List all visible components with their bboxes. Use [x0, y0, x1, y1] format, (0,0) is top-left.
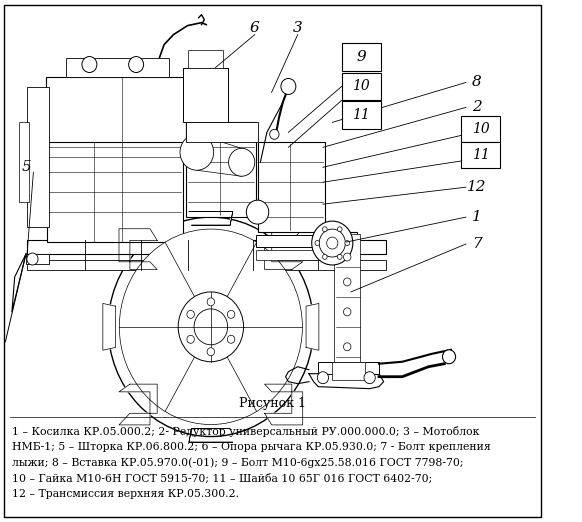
- Circle shape: [180, 134, 214, 170]
- Polygon shape: [189, 211, 233, 225]
- Polygon shape: [119, 384, 157, 425]
- Circle shape: [187, 335, 194, 343]
- FancyBboxPatch shape: [255, 235, 331, 247]
- Circle shape: [322, 227, 327, 232]
- Circle shape: [338, 254, 342, 259]
- Circle shape: [327, 237, 338, 249]
- Circle shape: [343, 278, 351, 286]
- Text: 9: 9: [356, 50, 366, 64]
- FancyBboxPatch shape: [255, 250, 331, 260]
- Circle shape: [312, 221, 353, 265]
- Circle shape: [187, 311, 194, 318]
- Text: 12 – Трансмиссия верхняя КР.05.300.2.: 12 – Трансмиссия верхняя КР.05.300.2.: [12, 490, 239, 500]
- Polygon shape: [265, 384, 303, 425]
- Circle shape: [207, 348, 215, 356]
- Circle shape: [194, 309, 228, 345]
- Text: 10: 10: [352, 79, 370, 93]
- Circle shape: [343, 308, 351, 316]
- Circle shape: [119, 229, 303, 424]
- Circle shape: [281, 78, 296, 94]
- Polygon shape: [306, 303, 319, 350]
- FancyBboxPatch shape: [318, 362, 379, 374]
- Circle shape: [229, 148, 255, 176]
- FancyBboxPatch shape: [461, 143, 501, 168]
- Circle shape: [317, 372, 329, 384]
- Text: 1 – Косилка КР.05.000.2; 2- Редуктор универсальный РУ.000.000.0; 3 – Мотоблок: 1 – Косилка КР.05.000.2; 2- Редуктор уни…: [12, 425, 480, 436]
- Circle shape: [82, 56, 97, 73]
- Circle shape: [343, 253, 351, 261]
- Text: лыжи; 8 – Вставка КР.05.970.0(-01); 9 – Болт M10-6gx25.58.016 ГОСТ 7798-70;: лыжи; 8 – Вставка КР.05.970.0(-01); 9 – …: [12, 457, 463, 468]
- Text: 7: 7: [472, 237, 482, 251]
- Circle shape: [442, 350, 456, 364]
- Polygon shape: [119, 229, 157, 269]
- Text: 8: 8: [472, 76, 482, 89]
- Circle shape: [178, 292, 243, 362]
- FancyBboxPatch shape: [27, 260, 386, 270]
- FancyBboxPatch shape: [27, 88, 49, 227]
- FancyBboxPatch shape: [186, 122, 255, 217]
- Polygon shape: [189, 429, 233, 442]
- Circle shape: [129, 56, 144, 73]
- Circle shape: [345, 241, 350, 245]
- Circle shape: [246, 200, 269, 224]
- Circle shape: [207, 298, 215, 306]
- FancyBboxPatch shape: [47, 92, 183, 242]
- Text: НМБ-1; 5 – Шторка КР.06.800.2; 6 – Опора рычага КР.05.930.0; 7 - Болт крепления: НМБ-1; 5 – Шторка КР.06.800.2; 6 – Опора…: [12, 442, 491, 452]
- FancyBboxPatch shape: [27, 240, 386, 254]
- Circle shape: [343, 343, 351, 351]
- FancyBboxPatch shape: [342, 73, 381, 100]
- Text: 3: 3: [293, 21, 303, 34]
- FancyBboxPatch shape: [332, 362, 365, 379]
- Text: 11: 11: [472, 148, 489, 162]
- Text: 10 – Гайка M10-6Н ГОСТ 5915-70; 11 – Шайба 10 65Г 016 ГОСТ 6402-70;: 10 – Гайка M10-6Н ГОСТ 5915-70; 11 – Шай…: [12, 473, 432, 483]
- Circle shape: [269, 129, 279, 139]
- FancyBboxPatch shape: [45, 77, 186, 143]
- FancyBboxPatch shape: [337, 232, 357, 377]
- Circle shape: [315, 241, 320, 245]
- FancyBboxPatch shape: [258, 143, 325, 232]
- Circle shape: [228, 335, 235, 343]
- FancyBboxPatch shape: [183, 67, 228, 122]
- Circle shape: [319, 229, 345, 257]
- FancyBboxPatch shape: [187, 50, 223, 67]
- Circle shape: [322, 254, 327, 259]
- Text: 11: 11: [352, 109, 370, 122]
- Circle shape: [108, 217, 314, 436]
- Circle shape: [364, 372, 375, 384]
- FancyBboxPatch shape: [334, 234, 360, 374]
- Text: 2: 2: [472, 100, 482, 114]
- Text: 6: 6: [250, 21, 260, 34]
- Polygon shape: [103, 303, 116, 350]
- Polygon shape: [265, 229, 303, 269]
- FancyBboxPatch shape: [26, 254, 49, 264]
- Text: 1: 1: [472, 210, 482, 224]
- FancyBboxPatch shape: [461, 116, 501, 143]
- Circle shape: [228, 311, 235, 318]
- FancyBboxPatch shape: [342, 43, 381, 70]
- Text: 12: 12: [467, 180, 487, 194]
- Circle shape: [338, 227, 342, 232]
- FancyBboxPatch shape: [66, 57, 169, 77]
- FancyBboxPatch shape: [342, 101, 381, 129]
- FancyBboxPatch shape: [19, 122, 29, 202]
- Circle shape: [27, 253, 38, 265]
- Text: 5: 5: [22, 160, 32, 174]
- Text: Рисунок 1: Рисунок 1: [239, 397, 306, 410]
- FancyBboxPatch shape: [186, 122, 258, 143]
- Text: 10: 10: [472, 122, 489, 136]
